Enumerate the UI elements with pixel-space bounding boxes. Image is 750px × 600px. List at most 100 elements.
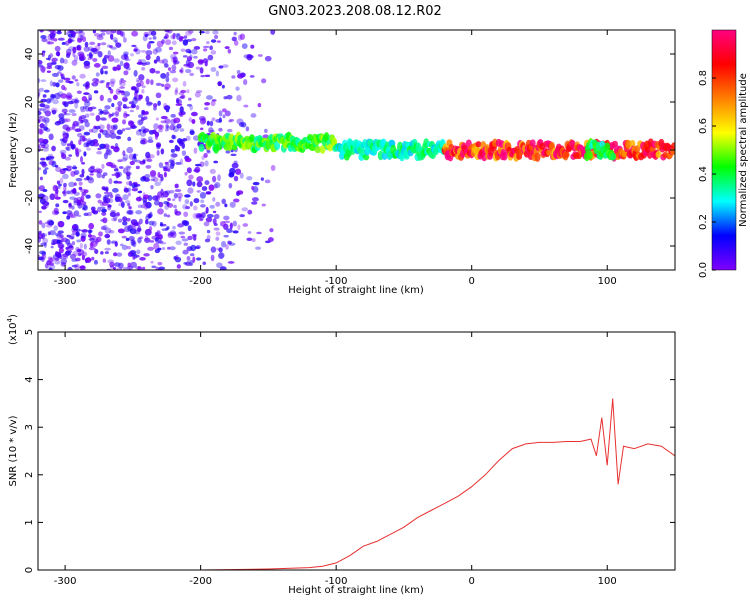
heatmap-cell bbox=[171, 40, 177, 46]
heatmap-cell bbox=[118, 262, 124, 269]
heatmap-cell bbox=[196, 181, 203, 188]
heatmap-cell bbox=[204, 101, 211, 106]
heatmap-cell bbox=[92, 139, 99, 144]
heatmap-cell bbox=[199, 192, 207, 199]
heatmap-cell bbox=[117, 228, 125, 234]
heatmap-cell bbox=[671, 142, 675, 150]
heatmap-cell bbox=[126, 146, 134, 154]
heatmap-cell bbox=[199, 67, 204, 74]
snr-frame bbox=[37, 331, 676, 571]
heatmap-cell bbox=[71, 241, 76, 246]
heatmap-cell bbox=[127, 192, 131, 197]
heatmap-cell bbox=[63, 58, 68, 64]
heatmap-cell bbox=[174, 189, 182, 193]
heatmap-cell bbox=[126, 265, 134, 270]
heatmap-cell bbox=[147, 136, 153, 141]
heatmap-cell bbox=[227, 261, 235, 264]
heatmap-cell bbox=[71, 166, 78, 170]
heatmap-cell bbox=[65, 238, 71, 245]
heatmap-cell bbox=[174, 89, 178, 96]
heatmap-cell bbox=[181, 220, 188, 225]
heatmap-cell bbox=[251, 197, 259, 202]
heatmap-cell bbox=[159, 222, 163, 227]
heatmap-cell bbox=[110, 30, 117, 34]
heatmap-cell bbox=[256, 231, 262, 235]
heatmap-cell bbox=[155, 46, 162, 53]
heatmap-cell bbox=[104, 70, 108, 75]
heatmap-cell bbox=[98, 33, 103, 38]
heatmap-cell bbox=[184, 194, 191, 198]
heatmap-cell bbox=[95, 114, 101, 122]
heatmap-cell bbox=[138, 114, 144, 118]
heatmap-cell bbox=[51, 61, 57, 65]
heatmap-cell bbox=[175, 103, 183, 106]
heatmap-cell bbox=[187, 225, 192, 232]
heatmap-cell bbox=[48, 267, 53, 270]
heatmap-cell bbox=[78, 30, 84, 34]
heatmap-cell bbox=[44, 122, 48, 127]
heatmap-cell bbox=[47, 153, 54, 157]
heatmap-cell bbox=[213, 183, 218, 189]
heatmap-cell bbox=[131, 44, 137, 48]
heatmap-cell bbox=[91, 256, 95, 261]
heatmap-cell bbox=[100, 226, 107, 231]
heatmap-cell bbox=[104, 247, 112, 251]
heatmap-cell bbox=[92, 30, 96, 34]
heatmap-cell bbox=[137, 204, 142, 209]
heatmap-cell bbox=[138, 59, 142, 65]
heatmap-cell bbox=[111, 217, 117, 222]
heatmap-cell bbox=[88, 229, 93, 233]
heatmap-cell bbox=[327, 143, 334, 152]
heatmap-cell bbox=[107, 259, 115, 264]
heatmap-cell bbox=[115, 212, 120, 217]
heatmap-cell bbox=[96, 150, 103, 155]
heatmap-cell bbox=[196, 190, 201, 193]
heatmap-cell bbox=[101, 208, 107, 213]
heatmap-cell bbox=[98, 108, 103, 112]
heatmap-cell bbox=[191, 48, 198, 55]
heatmap-cell bbox=[120, 201, 125, 208]
heatmap-cell bbox=[153, 200, 160, 206]
heatmap-cell bbox=[163, 105, 171, 111]
heatmap-cell bbox=[125, 237, 130, 242]
heatmap-cell bbox=[161, 39, 165, 45]
heatmap-cell bbox=[100, 30, 107, 33]
heatmap-cell bbox=[142, 200, 148, 206]
heatmap-cell bbox=[206, 150, 212, 154]
heatmap-cell bbox=[634, 145, 641, 153]
heatmap-cell bbox=[65, 249, 73, 254]
heatmap-cell bbox=[48, 133, 54, 141]
heatmap-cell bbox=[198, 143, 205, 152]
heatmap-cell bbox=[232, 220, 237, 227]
heatmap-cell bbox=[74, 128, 82, 133]
heatmap-cell bbox=[209, 120, 214, 127]
heatmap-cell bbox=[189, 259, 194, 267]
heatmap-cell bbox=[52, 81, 57, 87]
heatmap-cell bbox=[190, 111, 198, 117]
heatmap-cell bbox=[119, 82, 126, 87]
heatmap-cell bbox=[204, 160, 209, 167]
heatmap-cell bbox=[79, 73, 86, 79]
snr-xtick-label: 0 bbox=[469, 576, 475, 587]
heatmap-cell bbox=[243, 54, 251, 59]
heatmap-cell bbox=[97, 132, 102, 139]
heatmap-cell bbox=[102, 217, 108, 224]
heatmap-cell bbox=[189, 72, 195, 77]
heatmap-cell bbox=[80, 235, 86, 242]
heatmap-cell bbox=[87, 137, 92, 145]
heatmap-cell bbox=[103, 54, 109, 59]
heatmap-cell bbox=[66, 53, 71, 58]
heatmap-cell bbox=[134, 89, 139, 94]
heatmap-cell bbox=[63, 101, 69, 108]
heatmap-cell bbox=[92, 78, 99, 83]
heatmap-cell bbox=[147, 139, 154, 144]
heatmap-cell bbox=[59, 138, 65, 142]
heatmap-cell bbox=[248, 134, 255, 142]
heatmap-cell bbox=[158, 59, 165, 64]
heatmap-cell bbox=[43, 89, 50, 93]
heatmap-cell bbox=[227, 240, 232, 245]
heatmap-cell bbox=[88, 222, 95, 230]
heatmap-cell bbox=[54, 45, 61, 52]
heatmap-cell bbox=[188, 117, 193, 123]
